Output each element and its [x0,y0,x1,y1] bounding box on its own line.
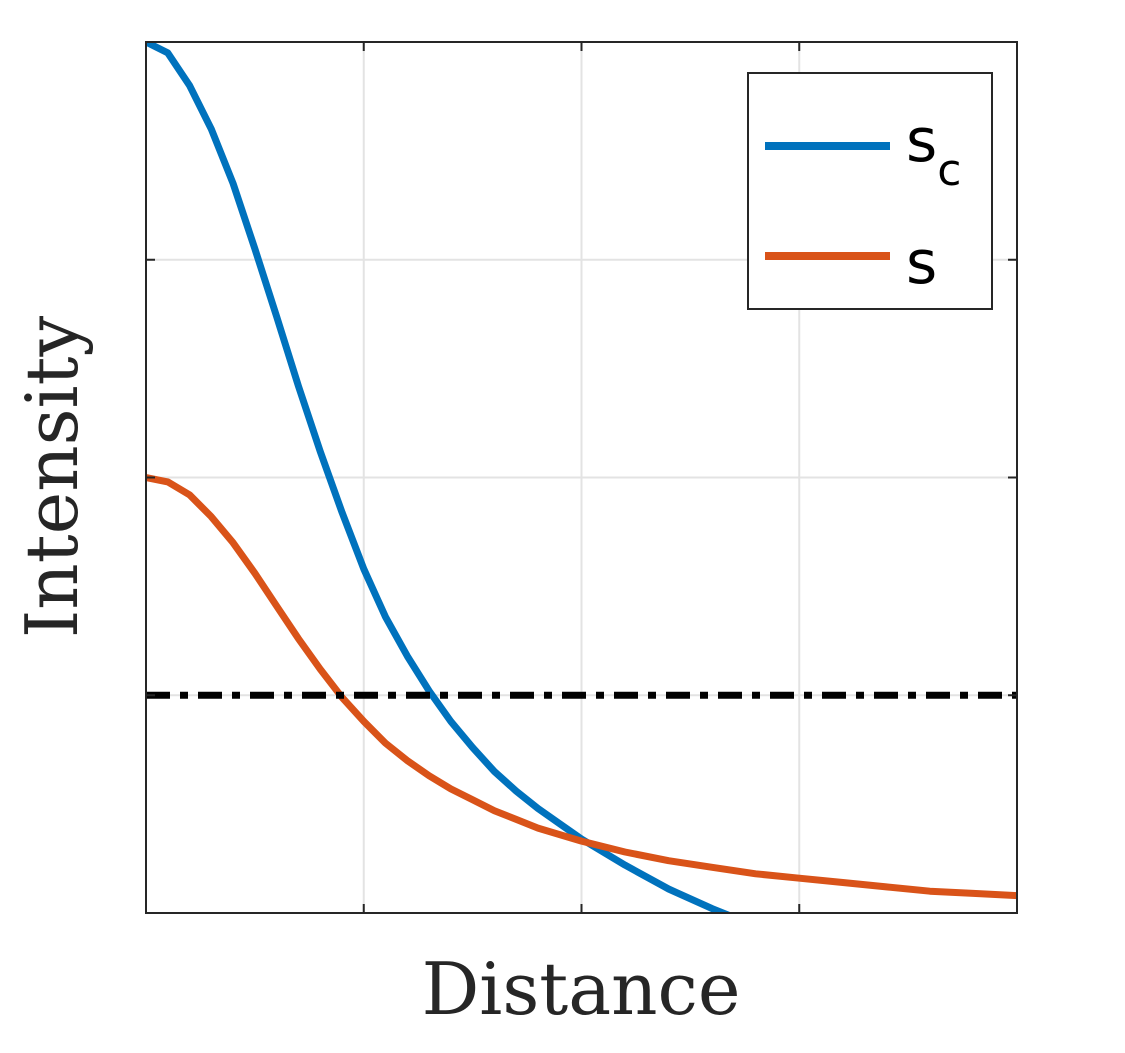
y-axis-label: Intensity [10,316,94,639]
x-axis-label: Distance [422,947,741,1031]
legend-label-series-1-base: s [906,106,937,176]
legend-label-series-2: s [906,228,937,298]
tick-marks [145,41,1018,914]
legend-box [747,72,993,310]
series-line-1 [146,42,733,913]
series-layer [146,42,1017,913]
legend-label-series-1: sc [906,106,961,196]
legend: sc s [747,72,993,310]
series-line-2 [146,474,1017,900]
legend-label-series-1-subscript: c [937,145,961,196]
